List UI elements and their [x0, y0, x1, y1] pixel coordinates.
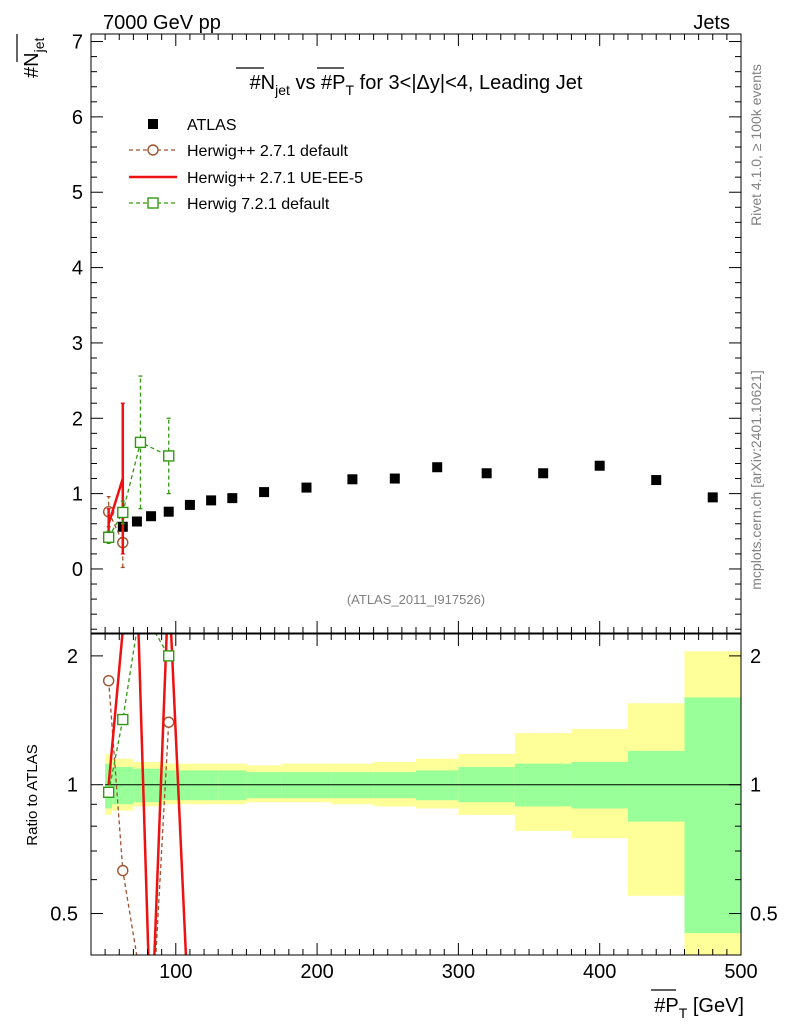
band-inner: [161, 770, 176, 801]
legend-marker-herwigpp_default: [147, 144, 159, 156]
ratio-point-herwig7: [117, 713, 129, 726]
legend: ATLAS Herwig++ 2.7.1 default Herwig++ 2.7.…: [129, 117, 363, 213]
xlabel-sub: T: [679, 1005, 688, 1021]
point-atlas: [347, 474, 358, 485]
header-energy: 7000 GeV pp: [103, 12, 221, 34]
title-part-c: for 3<|Δy|<4, Leading Jet: [354, 72, 583, 94]
ratio-point-herwigpp_default: [102, 675, 115, 687]
point-atlas: [707, 492, 718, 503]
band-inner: [175, 770, 197, 801]
legend-item-herwigpp_ueee5: Herwig++ 2.7.1 UE-EE-5: [129, 170, 363, 187]
ratio-point-herwigpp_default: [117, 864, 129, 877]
svg-text:#Njet: #Njet: [21, 38, 47, 78]
ylabel-main-text: #N: [21, 52, 43, 78]
point-atlas: [389, 473, 400, 484]
main-panel: 0 1 2 3 4 5 6 7: [72, 32, 742, 634]
ratio-ytick-label-right: 0.5: [750, 904, 778, 926]
series-herwig7: [102, 375, 175, 544]
point-herwig7: [134, 436, 147, 449]
legend-label-herwigpp_default: Herwig++ 2.7.1 default: [187, 143, 349, 160]
band-inner: [105, 763, 113, 809]
title-sub-b: T: [346, 82, 355, 98]
point-atlas: [131, 516, 142, 527]
band-inner: [684, 697, 741, 934]
point-atlas: [651, 475, 662, 486]
band-inner: [196, 770, 219, 801]
band-inner: [218, 770, 247, 801]
ratio-ytick-label: 2: [67, 646, 78, 668]
point-atlas: [432, 462, 443, 473]
band-inner: [627, 750, 685, 822]
legend-item-atlas: ATLAS: [148, 117, 237, 134]
ratio-line-herwig7: [108, 634, 170, 793]
point-atlas: [206, 495, 217, 506]
point-atlas: [163, 506, 174, 517]
ratio-ytick-label: 1: [67, 775, 78, 797]
ratio-point-herwigpp_default: [163, 716, 175, 728]
legend-marker-herwig7: [147, 197, 159, 209]
point-herwig7: [117, 506, 129, 519]
legend-label-herwig7: Herwig 7.2.1 default: [187, 196, 330, 213]
main-ytick-label: 5: [72, 182, 83, 204]
band-inner: [571, 761, 628, 809]
main-ytick-label: 7: [72, 32, 83, 54]
ratio-ytick-label-right: 2: [750, 646, 761, 668]
point-atlas: [227, 493, 238, 504]
ratio-series-herwigpp_default: [102, 675, 175, 955]
ratio-ytick-label-right: 1: [750, 775, 761, 797]
point-atlas: [538, 468, 549, 479]
ratio-point-herwig7: [163, 650, 175, 662]
line-herwig7: [108, 441, 169, 538]
point-atlas: [184, 499, 195, 510]
ratio-point-herwig7: [102, 786, 115, 798]
chart-title: #Njet vs #PT for 3<|Δy|<4, Leading Jet: [236, 67, 583, 98]
ratio-ytick-label: 0.5: [50, 904, 78, 926]
header-jets: Jets: [693, 12, 730, 34]
main-ytick-label: 3: [72, 333, 83, 355]
ratio-xtick-label: 400: [583, 961, 616, 983]
xlabel: #PT [GeV]: [651, 989, 744, 1021]
point-atlas: [259, 487, 270, 498]
main-ylabel: #Njet: [16, 34, 47, 78]
point-atlas: [481, 468, 492, 479]
main-ytick-label: 6: [72, 107, 83, 129]
ratio-xtick-label: 300: [442, 961, 475, 983]
ratio-panel: 100 200 300 400 500 0.5 0.5 1 1 2 2: [50, 633, 778, 983]
main-ytick-label: 4: [72, 258, 83, 280]
main-ytick-label: 2: [72, 408, 83, 430]
main-ytick-label: 1: [72, 484, 83, 506]
ylabel-main-sub: jet: [31, 38, 47, 54]
line-herwigpp_ueee5: [107, 478, 124, 525]
point-atlas: [146, 511, 157, 522]
ratio-series-herwig7: [102, 634, 175, 798]
title-sub-a: jet: [274, 82, 290, 98]
ratio-xtick-label: 500: [724, 961, 757, 983]
watermark: (ATLAS_2011_I917526): [347, 592, 485, 607]
legend-item-herwig7: Herwig 7.2.1 default: [129, 196, 330, 213]
svg-text:#Njet vs #PT for 3<|Δy|<4, Lea: #Njet vs #PT for 3<|Δy|<4, Leading Jet: [250, 72, 583, 98]
title-part-a: #N: [250, 72, 276, 94]
point-atlas: [594, 460, 605, 471]
series-atlas: [103, 460, 718, 542]
legend-label-atlas: ATLAS: [187, 117, 237, 134]
point-atlas: [301, 482, 312, 493]
legend-label-herwigpp_ueee5: Herwig++ 2.7.1 UE-EE-5: [187, 170, 363, 187]
xlabel-text: #P: [654, 995, 678, 1017]
ratio-xtick-label: 100: [159, 961, 192, 983]
band-inner: [416, 770, 459, 801]
point-herwig7: [102, 531, 115, 544]
main-ytick-label: 0: [72, 559, 83, 581]
legend-item-herwigpp_default: Herwig++ 2.7.1 default: [129, 143, 349, 160]
ratio-xtick-label: 200: [300, 961, 333, 983]
point-herwig7: [163, 450, 175, 462]
mcplots-label: mcplots.cern.ch [arXiv:2401.10621]: [748, 370, 764, 589]
ratio-ylabel: Ratio to ATLAS: [24, 744, 41, 845]
title-part-b: vs #P: [290, 72, 346, 94]
xlabel-unit: [GeV]: [687, 995, 744, 1017]
legend-marker-atlas: [148, 119, 158, 129]
rivet-label: Rivet 4.1.0, ≥ 100k events: [748, 64, 764, 226]
band-inner: [133, 768, 162, 803]
svg-text:#PT [GeV]: #PT [GeV]: [654, 995, 744, 1021]
